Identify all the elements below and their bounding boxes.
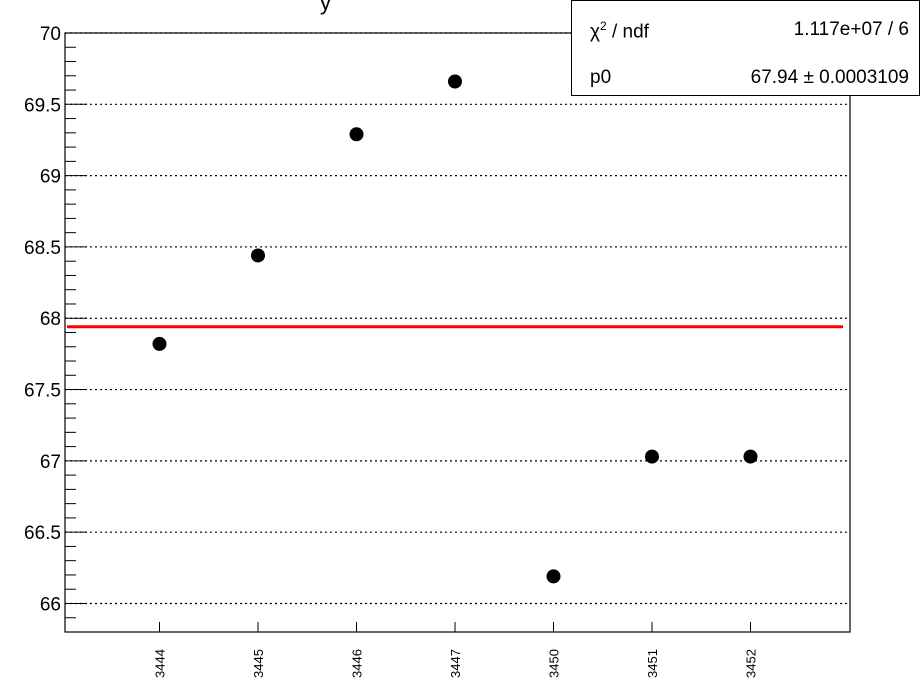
data-point [349,127,364,142]
data-point [152,336,167,351]
y-tick-label: 66 [40,594,61,615]
p0-row: p0 67.94 ± 0.0003109 [572,49,919,97]
data-point [743,449,758,464]
y-tick-label: 67.5 [24,381,61,402]
axes-layer [64,32,851,633]
y-tick-label: 69 [40,167,61,188]
y-tick-label: 67 [40,452,61,473]
y-tick-label: 69.5 [24,95,61,116]
chart-title-fragment: y [320,0,331,15]
x-tick-label: 3447 [448,649,463,678]
y-tick-label: 68.5 [24,238,61,259]
data-points [152,74,758,584]
x-tick-label: 3445 [251,649,266,678]
data-point [645,449,659,464]
x-tick-label: 3450 [547,649,562,678]
y-tick-label: 66.5 [24,523,61,544]
y-tick-label: 70 [40,24,61,45]
y-tick-labels: 66 66.5 67 67.5 68 68.5 69 69.5 70 [24,24,61,615]
x-tick-labels: 3444 3445 3446 3447 3450 3451 3452 [153,649,759,678]
x-tick-label: 3451 [645,649,660,678]
chi2-label: χ2 / ndf [590,19,649,43]
data-point [448,74,462,89]
p0-value: 67.94 ± 0.0003109 [750,67,909,88]
grid-layer [65,32,850,605]
x-tick-label: 3446 [350,649,365,678]
x-tick-label: 3452 [744,649,759,678]
data-point [546,569,561,584]
chi2-value: 1.117e+07 / 6 [793,19,909,40]
y-tick-label: 68 [40,309,61,330]
fit-stats-box: χ2 / ndf 1.117e+07 / 6 p0 67.94 ± 0.0003… [571,0,920,96]
p0-label: p0 [590,67,612,88]
data-point [251,248,265,263]
chi2-row: χ2 / ndf 1.117e+07 / 6 [572,1,919,49]
x-tick-label: 3444 [153,649,168,678]
plot-frame [64,32,851,633]
